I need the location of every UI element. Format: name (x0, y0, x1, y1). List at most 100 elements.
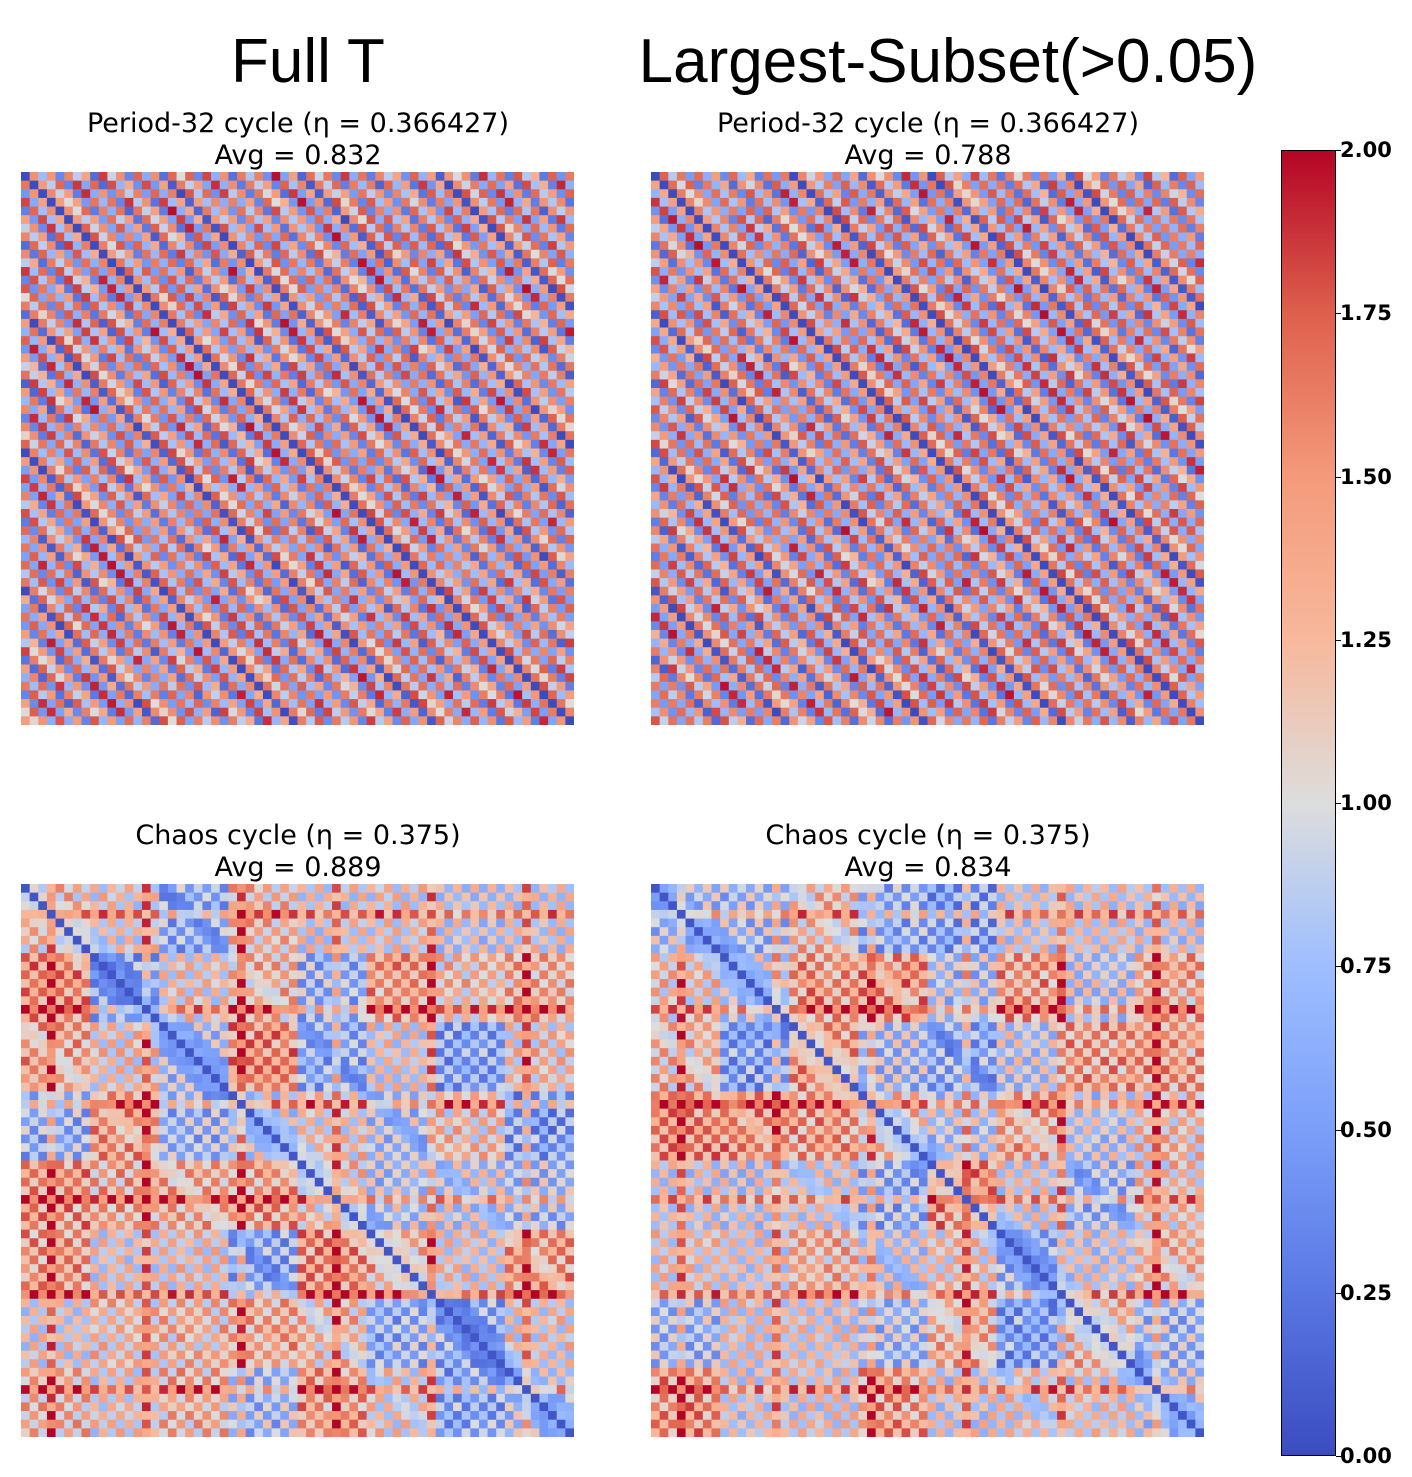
heatmap-cell (340, 543, 350, 553)
heatmap-cell (245, 388, 255, 398)
heatmap-cell (771, 206, 782, 216)
heatmap-cell (728, 189, 738, 199)
heatmap-cell (392, 292, 402, 303)
heatmap-cell (1100, 258, 1110, 268)
heatmap-cell (98, 344, 108, 354)
heatmap-cell (910, 189, 920, 199)
heatmap-cell (150, 362, 160, 372)
heatmap-cell (141, 249, 152, 259)
heatmap-cell (202, 465, 212, 475)
heatmap-cell (357, 370, 368, 380)
heatmap-cell (565, 284, 574, 294)
heatmap-cell (1117, 197, 1127, 207)
heatmap-cell (219, 388, 229, 398)
heatmap-cell (237, 612, 247, 622)
heatmap-cell (1143, 249, 1153, 259)
heatmap-cell (306, 474, 316, 484)
heatmap-cell (366, 534, 376, 544)
heatmap-cell (29, 275, 39, 285)
heatmap-cell (297, 552, 307, 562)
heatmap-cell (565, 318, 574, 328)
heatmap-cell (219, 483, 229, 493)
heatmap-cell (29, 621, 39, 631)
heatmap-cell (815, 232, 825, 242)
heatmap-cell (565, 586, 574, 596)
heatmap-cell (254, 517, 264, 527)
heatmap-cell (522, 197, 532, 207)
heatmap-cell (401, 422, 411, 432)
heatmap-cell (64, 284, 74, 294)
heatmap-cell (176, 483, 186, 493)
heatmap-cell (953, 197, 963, 207)
heatmap-cell (21, 690, 31, 700)
heatmap-cell (1039, 241, 1049, 251)
heatmap-cell (176, 310, 186, 320)
heatmap-cell (133, 699, 143, 709)
heatmap-cell (375, 707, 385, 717)
heatmap-cell (427, 647, 437, 657)
heatmap-cell (539, 526, 549, 536)
heatmap-cell (314, 560, 324, 570)
heatmap-cell (1117, 267, 1127, 277)
heatmap-cell (193, 629, 203, 639)
heatmap-cell (539, 241, 549, 251)
heatmap-cell (556, 707, 566, 717)
heatmap-cell (530, 716, 540, 725)
heatmap-cell (1074, 189, 1084, 199)
heatmap-cell (737, 189, 747, 199)
heatmap-cell (539, 508, 549, 519)
heatmap-cell (46, 595, 56, 605)
heatmap-cell (375, 249, 385, 259)
heatmap-cell (297, 249, 307, 259)
heatmap-cell (29, 707, 39, 717)
heatmap-cell (124, 267, 134, 277)
heatmap-cell (219, 439, 229, 449)
heatmap-cell (219, 552, 229, 562)
heatmap-cell (150, 474, 160, 484)
heatmap-cell (29, 673, 39, 683)
heatmap-cell (435, 370, 445, 380)
heatmap-cell (487, 500, 497, 510)
heatmap-cell (539, 318, 549, 328)
heatmap-cell (262, 604, 272, 614)
heatmap-cell (176, 292, 186, 303)
heatmap-cell (64, 569, 74, 579)
heatmap-cell (332, 534, 342, 544)
heatmap-cell (556, 560, 566, 570)
heatmap-cell (427, 370, 437, 380)
heatmap-cell (1065, 180, 1075, 190)
heatmap-cell (116, 586, 126, 596)
heatmap-cell (185, 526, 195, 536)
heatmap-cell (357, 215, 368, 225)
heatmap-cell (478, 336, 488, 346)
heatmap-cell (1022, 180, 1032, 190)
heatmap-cell (1186, 197, 1196, 207)
heatmap-cell (1091, 275, 1101, 285)
heatmap-cell (522, 491, 532, 501)
heatmap-cell (237, 491, 247, 501)
heatmap-cell (167, 716, 177, 725)
heatmap-cell (314, 336, 324, 346)
heatmap-cell (159, 241, 169, 251)
heatmap-cell (323, 396, 333, 406)
heatmap-cell (987, 189, 998, 199)
heatmap-cell (29, 180, 39, 190)
heatmap-cell (565, 465, 574, 475)
heatmap-cell (176, 379, 186, 389)
heatmap-cell (478, 189, 488, 199)
heatmap-cell (98, 362, 108, 372)
heatmap-cell (383, 292, 393, 303)
heatmap-cell (254, 318, 264, 328)
heatmap-cell (306, 301, 316, 311)
heatmap-cell (780, 206, 790, 216)
heatmap-cell (245, 552, 255, 562)
heatmap-cell (1195, 258, 1204, 268)
heatmap-cell (211, 655, 221, 665)
heatmap-cell (271, 578, 281, 588)
heatmap-cell (694, 267, 704, 277)
heatmap-cell (556, 379, 566, 389)
heatmap-cell (884, 249, 894, 259)
heatmap-cell (280, 647, 290, 657)
heatmap-cell (271, 465, 281, 475)
heatmap-cell (176, 690, 186, 700)
